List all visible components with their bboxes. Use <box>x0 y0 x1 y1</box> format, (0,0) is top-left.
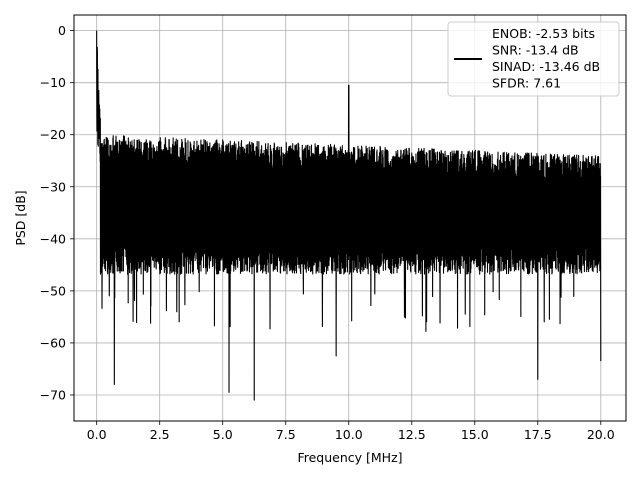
y-tick-label: −30 <box>40 179 66 194</box>
y-tick-label: −60 <box>40 335 66 350</box>
legend-entry-sinad: SINAD: -13.46 dB <box>492 59 600 74</box>
legend-entry-enob: ENOB: -2.53 bits <box>492 26 595 41</box>
x-tick-label: 20.0 <box>587 427 615 442</box>
x-tick-label: 17.5 <box>524 427 552 442</box>
legend-entry-sfdr: SFDR: 7.61 <box>492 76 561 91</box>
x-tick-label: 5.0 <box>213 427 233 442</box>
x-tick-label: 2.5 <box>150 427 170 442</box>
y-tick-label: −50 <box>40 283 66 298</box>
x-tick-label: 0.0 <box>87 427 107 442</box>
x-tick-label: 12.5 <box>398 427 426 442</box>
x-axis-label: Frequency [MHz] <box>297 450 402 465</box>
x-tick-label: 7.5 <box>276 427 296 442</box>
y-tick-label: 0 <box>58 23 66 38</box>
x-tick-label: 10.0 <box>335 427 363 442</box>
plot-area <box>96 30 602 401</box>
legend-box <box>447 21 620 97</box>
y-tick-label: −10 <box>40 75 66 90</box>
psd-trace-line <box>96 30 602 401</box>
y-tick-label: −70 <box>40 387 66 402</box>
y-axis-label: PSD [dB] <box>13 190 28 245</box>
legend: ENOB: -2.53 bits SNR: -13.4 dB SINAD: -1… <box>447 21 620 97</box>
x-tick-label: 15.0 <box>461 427 489 442</box>
y-axis-ticks: 0 −10 −20 −30 −40 −50 −60 −70 <box>40 23 74 402</box>
axes <box>73 14 627 422</box>
y-tick-label: −20 <box>40 127 66 142</box>
legend-entry-snr: SNR: -13.4 dB <box>492 43 579 58</box>
axes-frame <box>73 14 627 422</box>
y-tick-label: −40 <box>40 231 66 246</box>
x-axis-ticks: 0.0 2.5 5.0 7.5 10.0 12.5 15.0 17.5 20.0 <box>87 421 615 442</box>
